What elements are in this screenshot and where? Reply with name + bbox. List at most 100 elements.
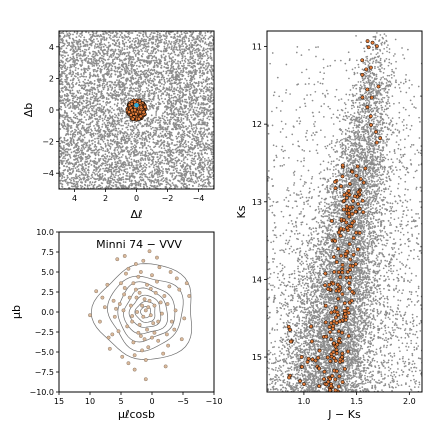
field-star [77,73,79,76]
field-star [160,35,163,38]
field-star [181,166,184,169]
field-star [199,132,201,135]
field-star [74,167,77,169]
field-star [162,180,165,183]
field-star [115,114,118,117]
field-star [206,152,209,155]
field-star [130,164,133,167]
field-star [103,43,106,45]
field-star [153,129,156,132]
field-star [163,83,165,86]
field-star [206,66,209,69]
field-star [160,179,162,182]
field-star [59,61,61,64]
field-star [73,177,76,179]
field-star [190,86,193,89]
field-star [208,118,211,121]
field-star [79,155,82,158]
field-star [190,33,193,36]
field-star [186,119,188,121]
field-star [66,161,68,164]
field-star [70,110,73,113]
field-star [202,98,205,101]
field-star [146,185,148,188]
field-star [137,89,140,92]
field-star [184,115,187,118]
field-star [136,181,139,184]
field-star [69,69,72,72]
field-star [209,55,212,58]
field-star [87,60,90,62]
field-star [173,114,176,117]
field-star [175,124,178,127]
field-star [71,53,74,56]
field-star [153,95,156,97]
field-star [175,164,178,167]
field-star [148,60,151,63]
field-star [150,100,153,103]
field-star [209,173,212,176]
field-star [89,98,92,100]
field-star [81,107,84,110]
field-star [98,35,101,38]
field-star [130,132,132,135]
field-star [189,81,192,84]
field-star [98,170,101,172]
field-star [132,65,135,68]
field-star [109,49,112,52]
field-star [210,142,213,145]
field-star [66,92,68,95]
field-star [184,77,187,80]
field-star [119,49,122,52]
field-star [104,78,107,81]
field-star [199,128,202,130]
field-star [148,176,151,179]
field-star [148,120,151,123]
field-star [194,65,197,68]
field-star [69,79,72,82]
field-star [156,46,159,49]
field-star [70,162,73,165]
field-star [84,171,87,174]
field-star [76,90,79,92]
field-star [133,81,136,84]
field-star [113,58,116,61]
field-star [173,42,175,45]
field-star [121,117,124,120]
field-star [206,54,209,57]
field-star [180,142,182,145]
field-star [165,71,168,74]
field-star [175,71,178,74]
field-star [68,145,70,147]
field-star [122,176,124,179]
field-star [185,36,188,39]
field-star [144,50,147,53]
field-star [108,101,111,104]
field-star [161,100,164,103]
field-star [170,118,172,121]
field-star [70,137,72,140]
field-star [181,39,184,41]
field-star [114,73,117,76]
field-star [184,57,187,60]
field-star [107,119,110,122]
field-star [126,142,128,145]
field-star [194,132,196,135]
field-star [171,90,174,93]
field-star [68,178,71,181]
field-star [85,156,88,159]
field-star [146,149,149,152]
field-star [67,116,70,119]
field-star [134,89,137,92]
field-star [138,96,141,99]
field-star [90,147,92,150]
field-star [164,35,167,38]
field-star [68,161,71,164]
field-star [143,141,146,144]
field-star [188,111,190,114]
field-star [69,181,72,184]
field-star [140,165,143,168]
field-star [180,73,182,76]
field-star [162,168,165,170]
field-star [148,158,151,161]
